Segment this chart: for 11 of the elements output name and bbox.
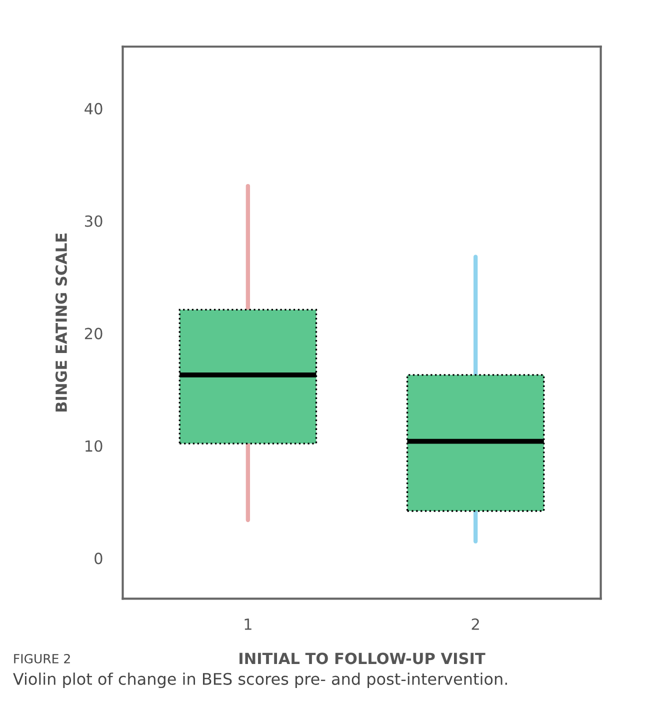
x-tick-label: 2 [472, 618, 479, 630]
y-tick-label: 10 [86, 440, 102, 452]
y-axis-title: BINGE EATING SCALE [55, 234, 68, 412]
y-tick-label: 0 [94, 552, 102, 564]
x-axis-title: INITIAL TO FOLLOW-UP VISIT [240, 652, 486, 664]
x-tick-label: 1 [244, 618, 252, 630]
y-tick-label: 30 [85, 215, 102, 227]
y-tick-label: 40 [84, 102, 102, 114]
y-tick-label: 20 [84, 328, 102, 340]
text: Violin plot of change in BES scores pre- and post-intervention. [13, 672, 507, 688]
caption: FIGURE 2 [14, 654, 70, 664]
